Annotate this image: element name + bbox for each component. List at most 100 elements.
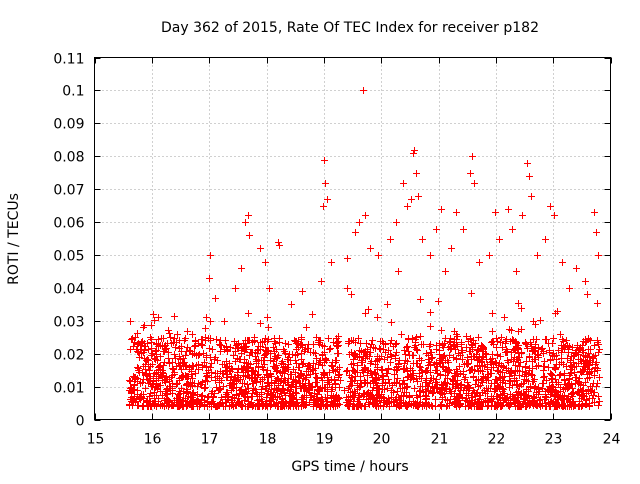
roti-point [360,87,367,94]
roti-point [309,311,316,318]
roti-point [565,384,572,391]
roti-point [442,268,449,275]
roti-point [324,374,331,381]
roti-point [547,370,554,377]
roti-point [221,361,228,368]
roti-point [542,236,549,243]
roti-point [245,212,252,219]
roti-point [344,255,351,262]
plot-frame [94,57,611,420]
roti-point [318,278,325,285]
roti-point [281,377,288,384]
roti-point [453,209,460,216]
roti-point [453,380,460,387]
roti-point [322,180,329,187]
roti-point [232,285,239,292]
roti-point [401,347,408,354]
roti-point [513,268,520,275]
x-tick-label: 20 [373,432,391,448]
data-points [126,87,603,410]
roti-point [505,206,512,213]
roti-point [169,387,176,394]
roti-point [582,278,589,285]
roti-point [393,219,400,226]
roti-point [307,384,314,391]
roti-point [492,209,499,216]
roti-point [152,384,159,391]
roti-point [471,180,478,187]
x-tick-label: 22 [488,432,506,448]
y-tick-label: 0.11 [53,52,84,68]
roti-point [387,236,394,243]
roti-point [487,370,494,377]
roti-point [262,259,269,266]
roti-point [315,361,322,368]
x-tick-label: 16 [144,432,162,448]
roti-point [203,314,210,321]
roti-point [328,259,335,266]
roti-point [321,157,328,164]
roti-point [469,153,476,160]
roti-point [246,232,253,239]
roti-point [427,252,434,259]
roti-point [367,344,374,351]
roti-point [195,380,202,387]
roti-point [375,252,382,259]
roti-point [246,374,253,381]
roti-point [238,265,245,272]
roti-point [556,361,563,368]
roti-point-cloud [126,285,603,410]
roti-point [127,318,134,325]
roti-point [528,193,535,200]
y-axis-label: ROTI / TECUs [6,193,22,285]
roti-point [547,203,554,210]
roti-point [275,239,282,246]
x-tick-label: 24 [603,432,621,448]
roti-point [266,285,273,292]
y-tick-label: 0.08 [53,150,84,166]
roti-point [324,196,331,203]
roti-point [448,245,455,252]
roti-point [496,236,503,243]
roti-point [186,364,193,371]
roti-point [427,377,434,384]
roti-point [356,219,363,226]
x-tick-label: 21 [431,432,449,448]
roti-point [436,351,443,358]
roti-point [221,318,228,325]
x-tick-label: 18 [259,432,277,448]
roti-point [593,229,600,236]
roti-point [400,180,407,187]
roti-point [212,295,219,302]
roti-point [242,219,249,226]
roti-point [143,357,150,364]
roti-point [135,367,142,374]
roti-point [212,377,219,384]
roti-point [479,354,486,361]
roti-point [595,252,602,259]
roti-point [509,226,516,233]
roti-point [288,301,295,308]
y-tick-label: 0.1 [62,84,84,100]
roti-point [132,334,139,341]
roti-point [140,324,147,331]
roti-point [504,357,511,364]
roti-point [264,380,271,387]
roti-point [229,384,236,391]
roti-point [591,209,598,216]
roti-point [522,364,529,371]
y-tick-label: 0.09 [53,117,84,133]
roti-point [470,374,477,381]
roti-point [298,370,305,377]
roti-point [189,331,196,338]
roti-point [289,351,296,358]
roti-point [413,170,420,177]
roti-point [178,374,185,381]
roti-point [419,236,426,243]
roti-point [341,387,348,394]
y-tick-label: 0.07 [53,183,84,199]
roti-point [460,226,467,233]
roti-point [126,377,133,384]
roti-point [539,380,546,387]
